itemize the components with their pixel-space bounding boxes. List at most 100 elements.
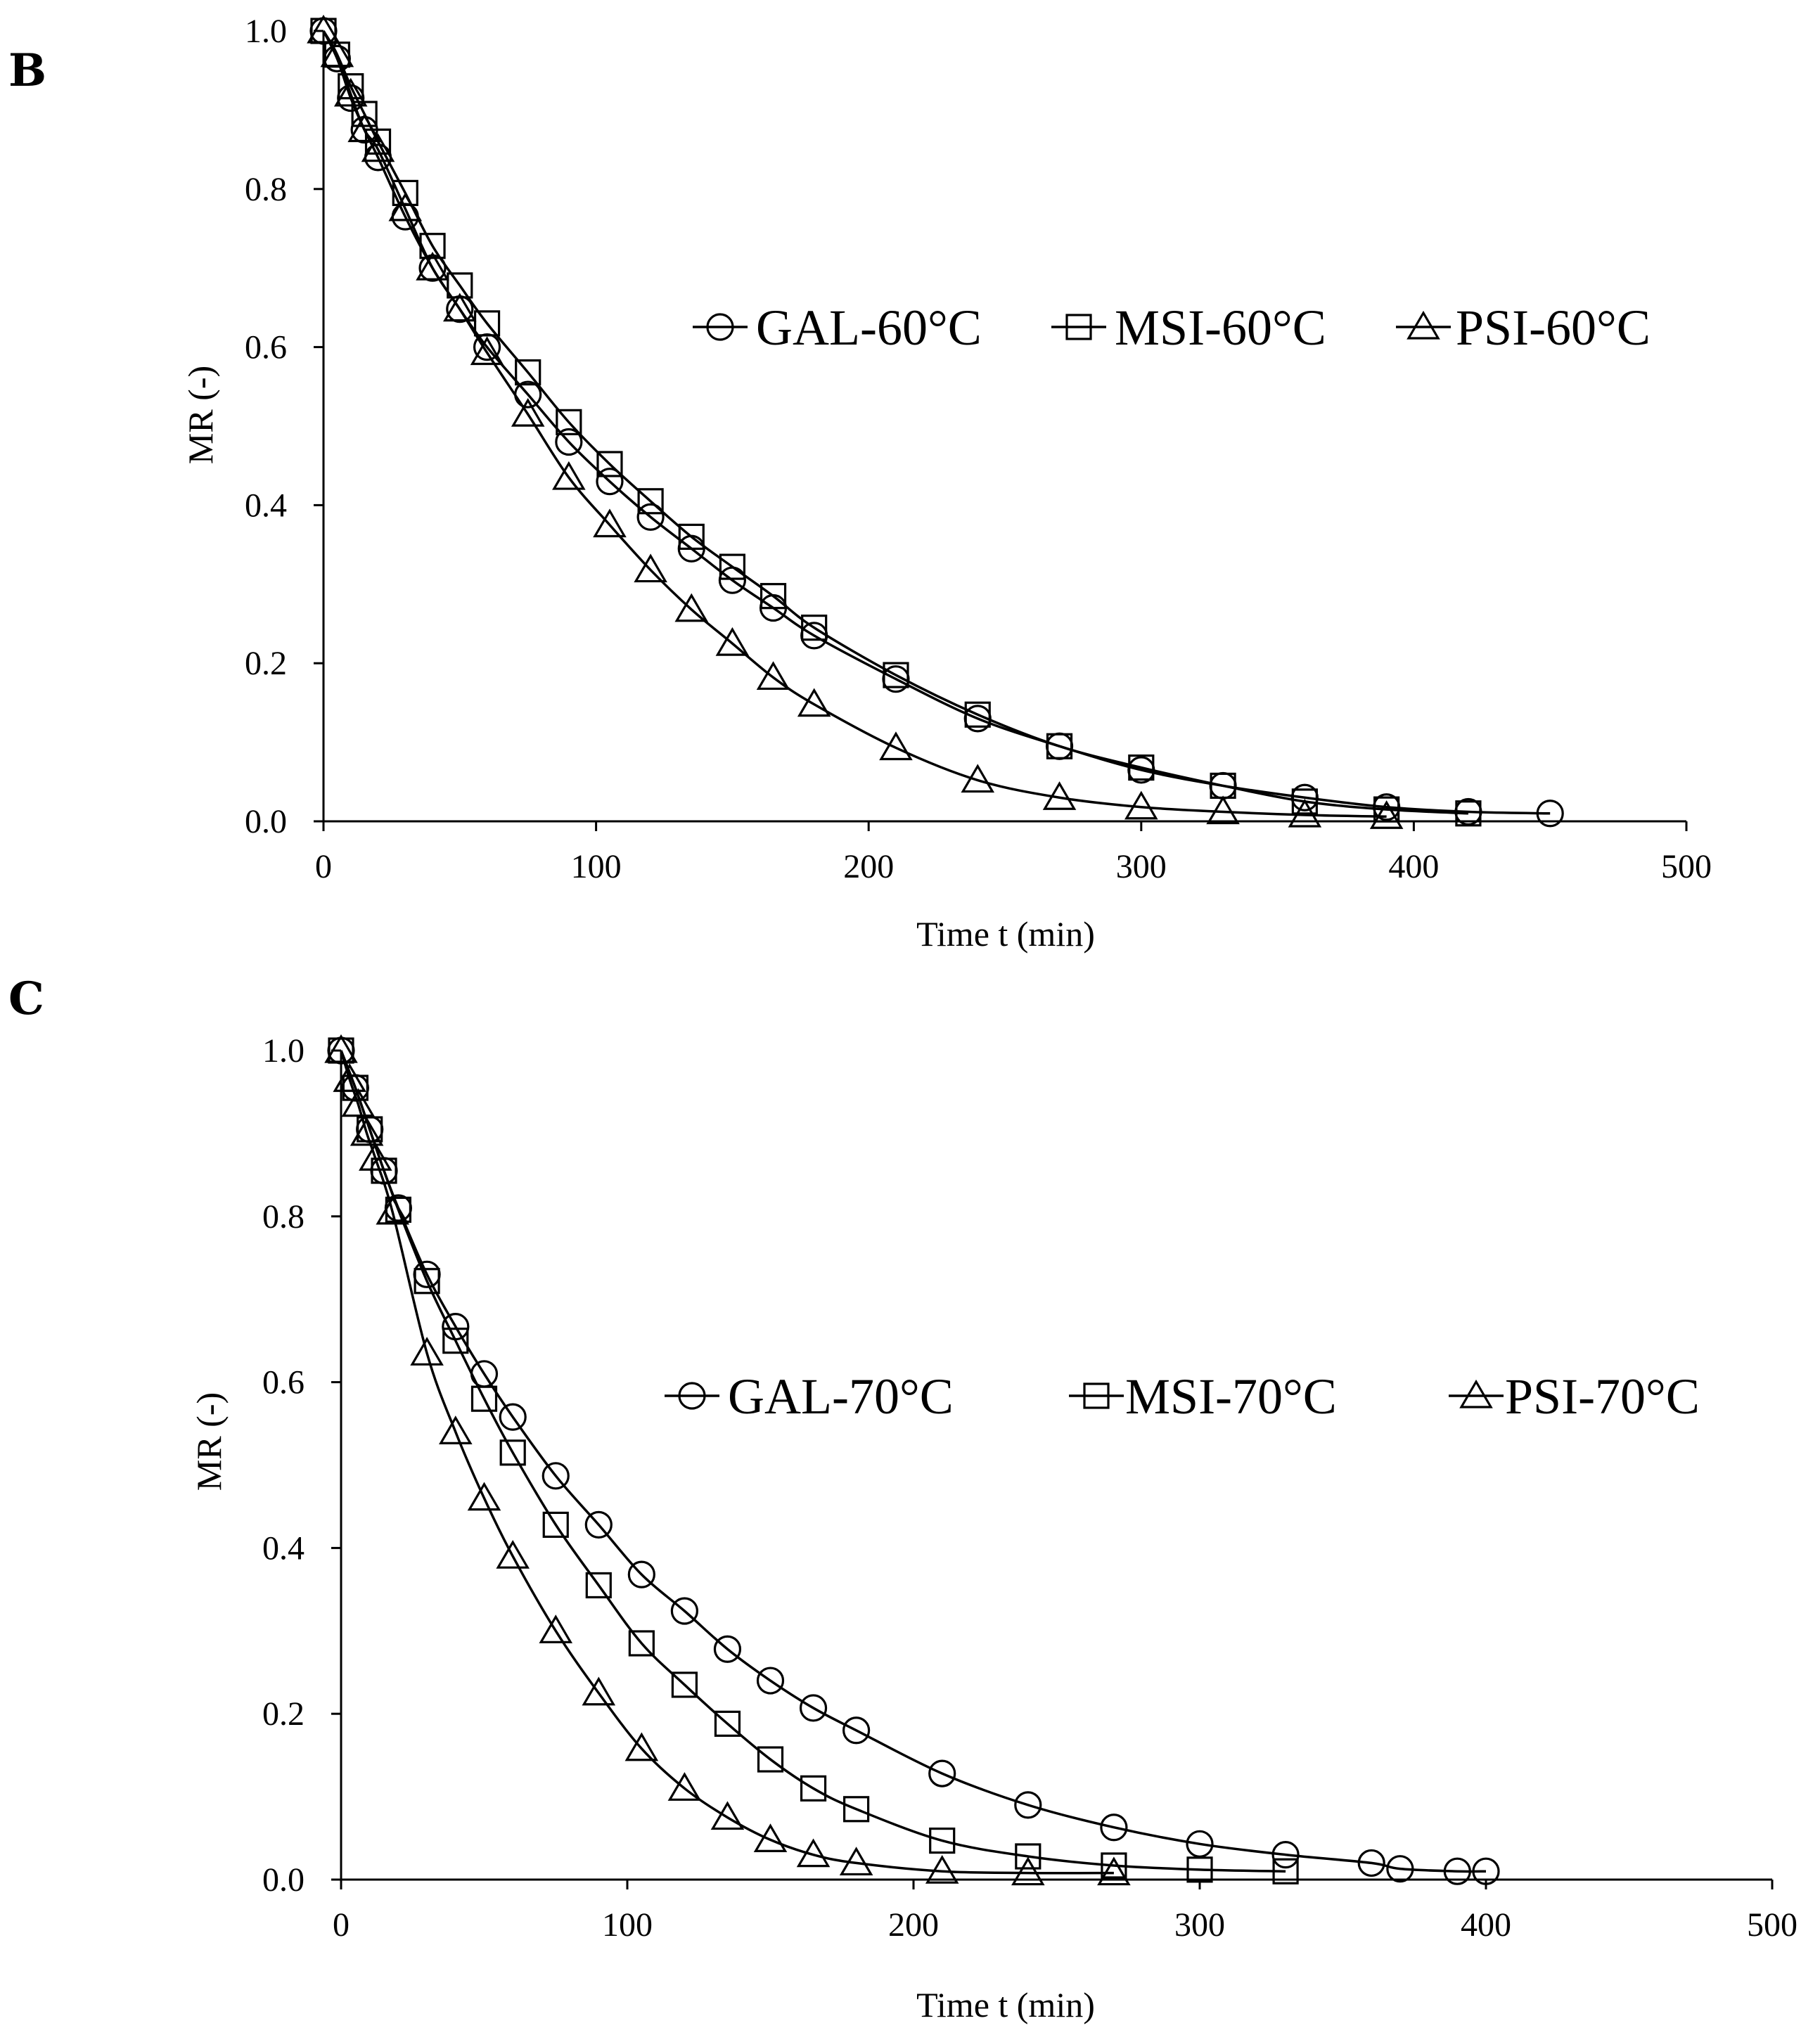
data-point	[1472, 1857, 1500, 1885]
data-point	[634, 553, 667, 583]
legend-marker	[1459, 1379, 1493, 1408]
data-point	[499, 1403, 527, 1431]
data-point	[928, 1759, 956, 1787]
data-point	[470, 336, 504, 366]
data-point	[584, 1510, 613, 1539]
x-tick-label: 300	[1116, 848, 1167, 885]
data-point	[628, 1630, 655, 1657]
data-point	[1124, 790, 1158, 820]
legend: GAL-70°C MSI-70°C PSI-70°C	[665, 1368, 1700, 1425]
y-axis-title: MR (-)	[189, 1392, 229, 1491]
data-point	[883, 662, 909, 688]
data-point	[839, 1847, 873, 1876]
chart-panel-b: B Time t (min) MR (-) 0.0 0.2 0.4 0.6 0.8 1.0…	[8, 13, 1712, 954]
legend-marker	[1065, 314, 1092, 340]
legend-label: PSI-70°C	[1505, 1368, 1700, 1425]
data-point	[499, 1439, 526, 1466]
data-point	[410, 1337, 444, 1366]
plot-area: 0.0 0.2 0.4 0.6 0.8 1.0 0 100 200 300 400 500	[245, 13, 1712, 885]
data-point	[470, 1385, 498, 1412]
legend-label: GAL-60°C	[756, 300, 982, 356]
legend-label: PSI-60°C	[1456, 300, 1651, 356]
series-gal-60-c	[309, 17, 1564, 828]
data-point	[760, 583, 787, 610]
legend-marker	[1083, 1382, 1110, 1409]
data-point	[674, 593, 709, 622]
chart-panel-c: C Time t (min) MR (-) 0.0 0.2 0.4 0.6 0.8 1.0…	[8, 972, 1797, 2024]
x-tick-label: 400	[1461, 1906, 1511, 1944]
legend-entry: MSI-70°C	[1069, 1368, 1337, 1425]
data-point	[511, 397, 545, 427]
data-point	[1097, 1856, 1131, 1886]
data-point	[416, 252, 449, 281]
data-point	[596, 451, 623, 477]
data-point	[333, 77, 368, 107]
data-point	[320, 38, 354, 68]
data-point	[636, 503, 665, 531]
data-point	[1288, 798, 1322, 828]
data-point	[719, 553, 746, 580]
data-point	[627, 1560, 655, 1588]
data-point	[473, 310, 501, 337]
series-line	[322, 30, 1387, 819]
data-point	[715, 627, 750, 656]
data-point	[842, 1796, 870, 1823]
data-point	[542, 1511, 569, 1538]
data-point	[961, 764, 995, 793]
x-tick-label: 400	[1388, 848, 1439, 885]
data-point	[1271, 1841, 1300, 1869]
y-tick-label: 0.8	[245, 171, 287, 208]
series-psi-70-c	[324, 1034, 1131, 1886]
data-point	[753, 1823, 788, 1853]
data-point	[800, 1775, 827, 1802]
y-tick-label: 0.6	[245, 329, 287, 366]
data-point	[713, 1635, 742, 1663]
data-point	[539, 1614, 573, 1643]
x-axis-title: Time t (min)	[916, 914, 1095, 954]
data-point	[1357, 1849, 1385, 1877]
x-tick-label: 200	[843, 848, 894, 885]
legend-entry: PSI-60°C	[1396, 300, 1651, 356]
data-point	[392, 179, 418, 207]
series-gal-70-c	[327, 1036, 1500, 1885]
data-point	[1386, 1855, 1414, 1883]
data-point	[552, 461, 586, 490]
series-line	[322, 30, 1469, 815]
data-point	[1373, 796, 1400, 823]
data-point	[341, 1088, 376, 1117]
panel-label: C	[8, 972, 44, 1025]
data-point	[447, 272, 473, 299]
data-point	[624, 1732, 659, 1761]
data-point	[442, 1328, 469, 1354]
panel-label: B	[8, 44, 46, 97]
series-psi-60-c	[307, 14, 1404, 829]
legend-entry: GAL-70°C	[665, 1368, 954, 1425]
x-tick-label: 100	[602, 1906, 653, 1944]
x-axis-title: Time t (min)	[916, 1985, 1095, 2024]
data-point	[1100, 1813, 1128, 1842]
y-tick-label: 1.0	[245, 13, 287, 50]
data-point	[667, 1772, 702, 1801]
legend-label: GAL-70°C	[728, 1368, 954, 1425]
data-point	[307, 14, 340, 44]
data-point	[710, 1801, 745, 1830]
series-line	[340, 1050, 1487, 1873]
data-point	[1272, 1858, 1299, 1885]
data-point	[467, 1482, 501, 1511]
data-point	[1291, 788, 1318, 815]
x-tick-label: 0	[333, 1906, 350, 1944]
legend-entry: PSI-70°C	[1449, 1368, 1700, 1425]
data-point	[593, 508, 627, 538]
plot-area: 0.0 0.2 0.4 0.6 0.8 1.0 0 100 200 300 400 500	[262, 1032, 1797, 1944]
x-tick-label: 300	[1174, 1906, 1225, 1944]
data-point	[350, 1117, 384, 1146]
series-msi-70-c	[328, 1037, 1299, 1885]
y-tick-label: 0.4	[262, 1529, 305, 1567]
y-axis-title: MR (-)	[181, 366, 220, 464]
data-point	[1206, 795, 1240, 825]
data-point	[756, 661, 790, 691]
data-point	[347, 113, 381, 143]
data-point	[678, 523, 705, 550]
legend-label: MSI-70°C	[1125, 1368, 1337, 1425]
